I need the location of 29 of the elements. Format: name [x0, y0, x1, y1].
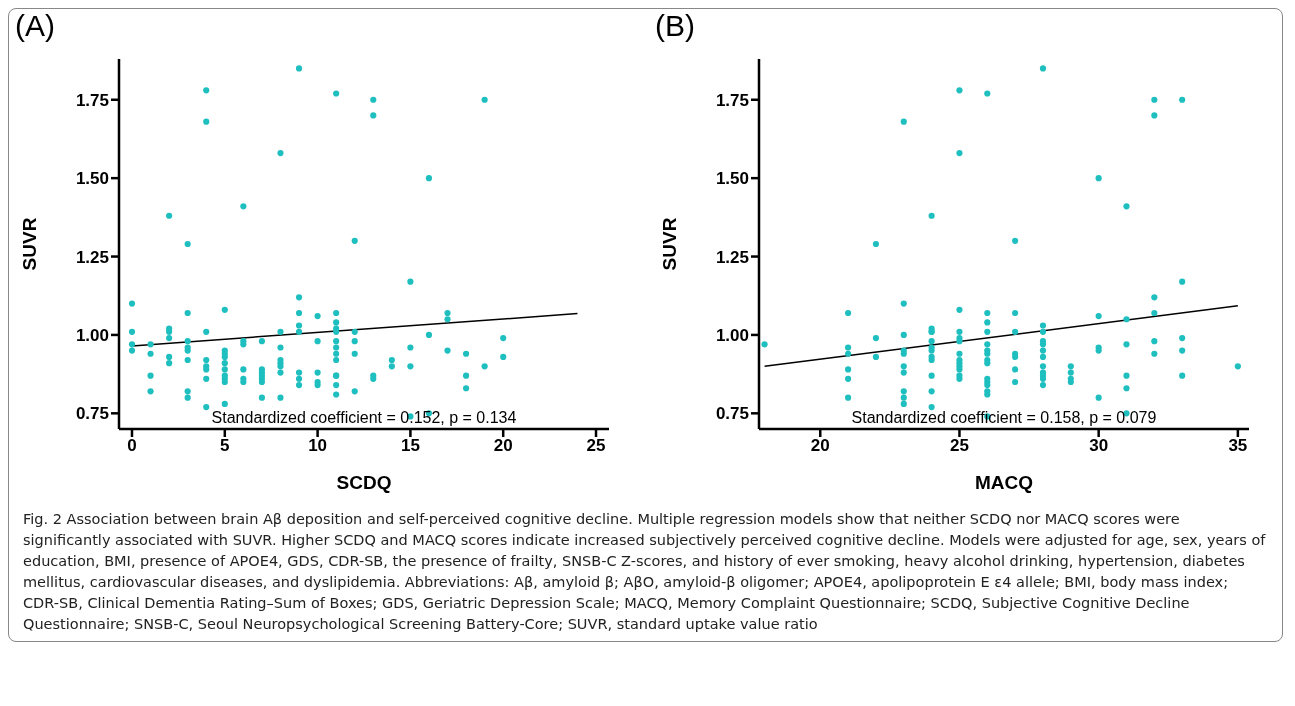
- x-axis-title: SCDQ: [336, 472, 392, 493]
- y-axis-title: SUVR: [658, 217, 680, 271]
- x-tick-label: 25: [586, 436, 606, 456]
- x-tick-label: 25: [949, 436, 969, 456]
- x-axis-title: MACQ: [974, 472, 1034, 493]
- y-tick-label: 1.25: [715, 247, 749, 267]
- x-tick-label: 30: [1089, 436, 1109, 456]
- y-tick-label: 1.50: [715, 169, 749, 189]
- y-tick-label: 1.00: [75, 325, 109, 345]
- x-tick-label: 20: [493, 436, 513, 456]
- y-tick-label: 1.00: [715, 325, 749, 345]
- y-axis-title: SUVR: [18, 217, 40, 271]
- y-tick-label: 1.50: [75, 169, 109, 189]
- annotation: Standardized coefficient = 0.152, p = 0.134: [210, 409, 518, 427]
- x-tick-label: 10: [308, 436, 328, 456]
- x-tick-label: 35: [1228, 436, 1248, 456]
- y-tick-label: 1.75: [715, 90, 749, 110]
- caption: Fig. 2 Association between brain Aβ deposition and self-perceived cognitive decline. Multiple regression models show that neither SCDQ nor MACQ scores were significantly associated with SUVR. Higher SCDQ and MACQ scores indicate increased subjectively perceived cognitive decline. Models were adjusted for age, sex, years of education, BMI, presence of APOE4, GDS, CDR-SB, the presence of frailty, SNSB-C Z-scores, and history of ever smoking, heavy alcohol drinking, hypertension, diabetes mellitus, cardiovascular diseases, and dyslipidemia. Abbreviations: Aβ, amyloid β; AβO, amyloid-β oligomer; APOE4, apolipoprotein E ε4 allele; BMI, body mass index; CDR-SB, Clinical Dementia Rating–Sum of Boxes; GDS, Geriatric Depression Scale; MACQ, Memory Complaint Questionnaire; SCDQ, Subjective Cognitive Decline Questionnaire; SNSB-C, Seoul Neuropsychological Screening Battery-Core; SUVR, standard uptake value ratio: [22, 510, 1267, 634]
- x-tick-label: 15: [400, 436, 420, 456]
- y-tick-label: 1.75: [75, 90, 109, 110]
- x-tick-label: 20: [810, 436, 830, 456]
- y-tick-label: 0.75: [75, 404, 109, 424]
- x-tick-label: 0: [127, 436, 137, 456]
- chart-title: (A): [14, 9, 56, 44]
- y-tick-label: 1.25: [75, 247, 109, 267]
- x-tick-label: 5: [220, 436, 230, 456]
- y-tick-label: 0.75: [715, 404, 749, 424]
- annotation: Standardized coefficient = 0.158, p = 0.079: [850, 409, 1158, 427]
- chart-title: (B): [654, 9, 696, 44]
